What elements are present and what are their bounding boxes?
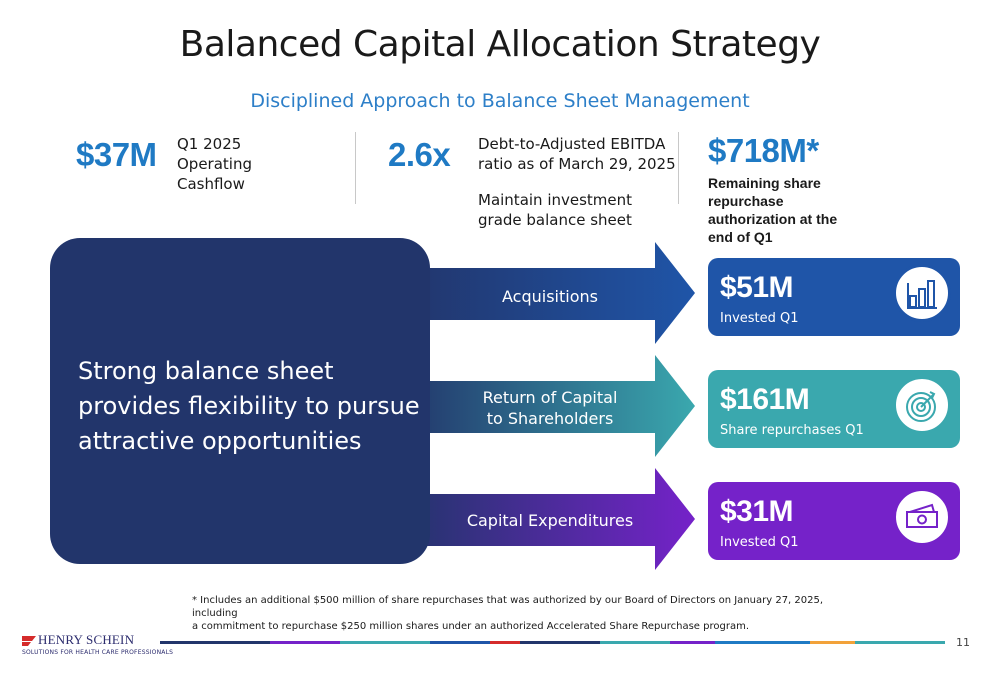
strategy-statement-line3: attractive opportunities [78, 427, 362, 455]
kpi-leverage-note-line1: Maintain investment [478, 191, 633, 209]
kpi-cashflow-label-line3: Cashflow [177, 175, 245, 193]
kpi-divider-2 [678, 132, 679, 204]
kpi-repurchase-note-line4: end of Q1 [708, 229, 773, 245]
target-icon [893, 376, 951, 434]
arrow-label-return-of-capital: Return of Capital to Shareholders [440, 387, 660, 429]
kpi-repurchase-note-line1: Remaining share [708, 175, 821, 191]
kpi-repurchase-note-line2: repurchase [708, 193, 784, 209]
strategy-box [50, 238, 430, 564]
strategy-statement: Strong balance sheet provides flexibilit… [78, 354, 428, 459]
logo-tagline: SOLUTIONS FOR HEALTH CARE PROFESSIONALS [22, 649, 174, 656]
arrow-label-capital-expenditures: Capital Expenditures [466, 511, 634, 530]
card-return-of-capital-sub: Share repurchases Q1 [720, 423, 864, 438]
kpi-leverage-label-line1: Debt-to-Adjusted EBITDA [478, 135, 666, 153]
kpi-leverage-value: 2.6x [388, 136, 451, 173]
page-number: 11 [956, 636, 970, 649]
kpi-leverage-note: Maintain investment grade balance sheet [478, 190, 632, 230]
footnote-line2: a commitment to repurchase $250 million … [192, 621, 749, 632]
kpi-divider-1 [355, 132, 356, 204]
card-return-of-capital-value: $161M [720, 383, 810, 416]
strategy-statement-line1: Strong balance sheet [78, 357, 334, 385]
slide-subtitle: Disciplined Approach to Balance Sheet Ma… [250, 90, 750, 112]
kpi-leverage-note-line2: grade balance sheet [478, 211, 632, 229]
bar-chart-icon [893, 264, 951, 322]
cash-icon [893, 488, 951, 546]
slide-title: Balanced Capital Allocation Strategy [179, 24, 821, 65]
arrow-capital-expenditures [400, 468, 695, 570]
arrow-return-of-capital [400, 355, 695, 457]
kpi-leverage-label-line2: ratio as of March 29, 2025 [478, 155, 676, 173]
footer-color-bar [160, 641, 945, 644]
logo-name: HENRY SCHEIN [38, 632, 135, 647]
card-acquisitions-sub: Invested Q1 [720, 311, 799, 326]
kpi-repurchase-note-line3: authorization at the [708, 211, 838, 227]
kpi-repurchase-note: Remaining share repurchase authorization… [708, 174, 837, 246]
arrow-acquisitions [400, 242, 695, 344]
card-acquisitions-value: $51M [720, 271, 794, 304]
strategy-statement-line2: provides flexibility to pursue [78, 392, 420, 420]
footnote-line1: * Includes an additional $500 million of… [192, 595, 824, 619]
henry-schein-logo-icon [22, 636, 36, 646]
kpi-cashflow-label-line2: Operating [177, 155, 252, 173]
kpi-cashflow-label: Q1 2025 Operating Cashflow [177, 134, 252, 194]
card-capital-expenditures-value: $31M [720, 495, 794, 528]
arrow-label-return-of-capital-line2: to Shareholders [486, 409, 614, 428]
arrow-label-return-of-capital-line1: Return of Capital [482, 388, 618, 407]
card-capital-expenditures-sub: Invested Q1 [720, 535, 799, 550]
kpi-repurchase-value: $718M* [708, 132, 819, 169]
arrow-label-acquisitions: Acquisitions [502, 287, 598, 306]
footnote: * Includes an additional $500 million of… [192, 594, 832, 633]
kpi-cashflow-value: $37M [76, 136, 157, 173]
kpi-cashflow-label-line1: Q1 2025 [177, 135, 242, 153]
kpi-leverage-label: Debt-to-Adjusted EBITDA ratio as of Marc… [478, 134, 676, 174]
